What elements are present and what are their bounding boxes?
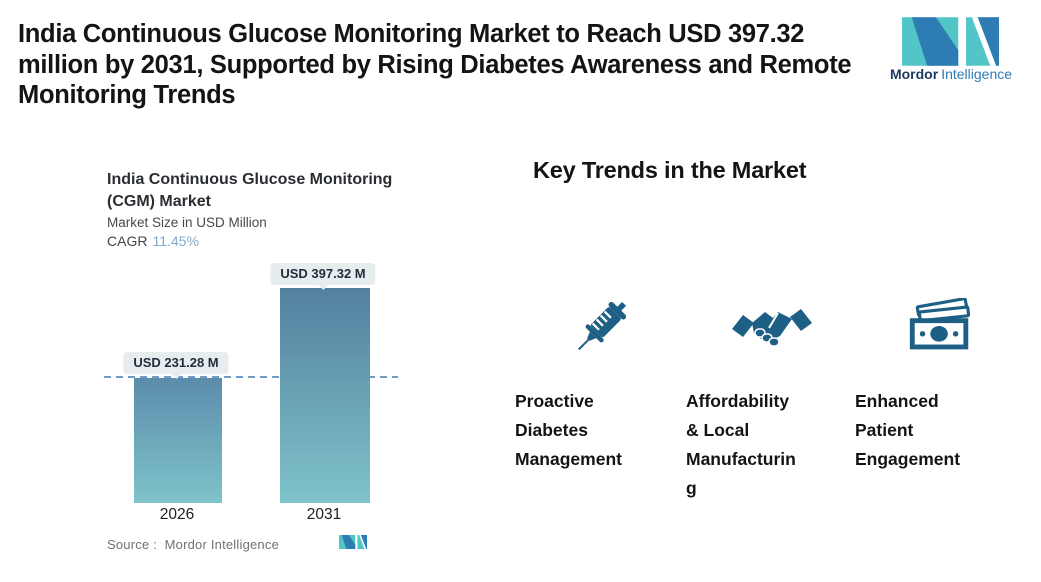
trend-label-affordability-local-manufacturing: Affordability & Local Manufacturin g	[686, 391, 796, 498]
mordor-m-logo-small-icon	[339, 535, 367, 549]
x-axis-label-2031: 2031	[306, 506, 342, 523]
bar-value-label-2026: USD 231.28 M	[123, 352, 229, 374]
money-icon	[909, 298, 971, 350]
handshake-icon	[732, 309, 812, 347]
trend-icon-box-3	[855, 288, 1027, 366]
chart-subtitle: Market Size in USD Million	[107, 215, 267, 230]
page-title: India Continuous Glucose Monitoring Mark…	[18, 20, 852, 109]
bar-2026	[134, 378, 222, 503]
syringe-icon	[578, 301, 627, 351]
trend-icon-box-2	[686, 288, 858, 366]
trends-heading: Key Trends in the Market	[533, 157, 807, 183]
source-text: Source : Mordor Intelligence	[107, 537, 279, 552]
reference-dashed-line	[104, 376, 398, 378]
trend-label-proactive-diabetes-management: Proactive Diabetes Management	[515, 391, 622, 469]
chart-cagr: CAGR 11.45%	[107, 233, 199, 249]
cagr-value: 11.45%	[152, 233, 199, 249]
cagr-label: CAGR	[107, 233, 148, 249]
trend-icon-box-1	[515, 288, 687, 366]
trend-label-enhanced-patient-engagement: Enhanced Patient Engagement	[855, 391, 961, 469]
brand-name: Mordor Intelligence	[878, 66, 1024, 82]
bar-value-label-2031: USD 397.32 M	[270, 263, 376, 285]
brand-name-bold: Mordor	[889, 66, 939, 82]
chart-title: India Continuous Glucose Monitoring (CGM…	[107, 171, 393, 210]
brand-name-light: Intelligence	[941, 66, 1013, 82]
bar-2031	[280, 288, 370, 503]
x-axis-label-2026: 2026	[159, 506, 195, 523]
mordor-m-logo-icon	[902, 17, 999, 66]
